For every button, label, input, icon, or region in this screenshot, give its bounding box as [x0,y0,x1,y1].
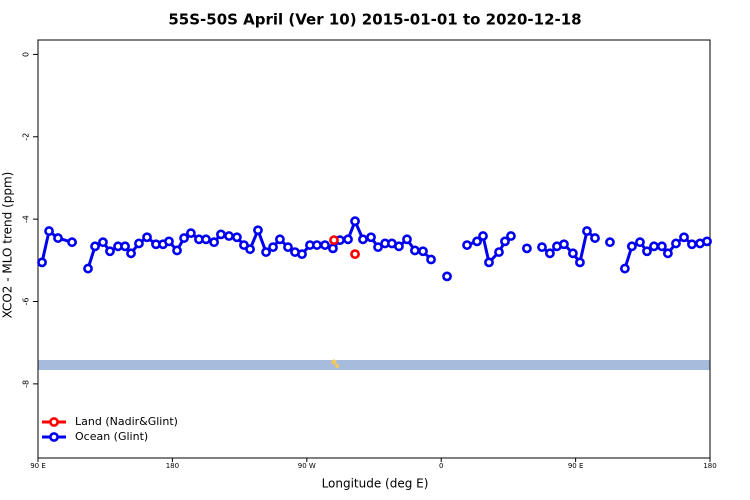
data-point [232,232,242,243]
data-point [67,237,77,248]
data-point [297,249,307,260]
data-point [575,257,585,268]
data-point [83,263,93,274]
data-point [216,229,226,240]
data-point [328,243,338,254]
sea-ice-band [38,360,710,370]
data-point [179,233,189,243]
data-point [394,241,404,252]
x-tick-label: 90 E [568,462,584,470]
y-tick-label: 0 [22,52,31,57]
data-point [105,246,115,257]
data-point [98,237,108,248]
data-point [442,271,452,282]
data-point [120,241,130,252]
data-point [494,247,504,257]
data-point [201,234,211,245]
data-point [582,226,592,236]
data-point [283,242,293,253]
x-tick-label: 180 [703,462,716,470]
data-point [671,238,681,249]
data-point [343,234,353,245]
data-point [506,231,516,241]
data-point [649,241,659,252]
data-point [619,263,630,274]
legend-marker [49,432,59,442]
data-point [312,240,322,250]
data-point [261,247,271,257]
data-point [320,240,330,250]
plot-area [37,216,712,282]
data-point [224,231,234,241]
data-point [559,239,569,250]
data-point [472,236,482,247]
data-point [44,226,54,236]
data-point [253,225,263,236]
data-point [679,232,689,243]
data-point [134,238,144,249]
data-point [90,241,100,252]
data-point [626,241,637,252]
data-point [687,239,697,250]
data-point [545,248,555,259]
y-axis-label: XCO2 - MLO trend (ppm) [1,172,15,319]
legend-label: Land (Nadir&Glint) [75,415,178,428]
chart-title: 55S-50S April (Ver 10) 2015-01-01 to 202… [168,11,581,29]
data-point [662,248,673,259]
y-tick-label: -2 [22,133,31,141]
data-point [186,228,196,239]
y-tick-label: -6 [22,298,31,306]
data-point [53,233,63,243]
data-point [275,234,285,245]
data-point [537,242,547,253]
data-point [358,234,368,245]
data-point [329,235,339,246]
y-tick-label: -4 [22,215,31,223]
data-point [164,236,174,247]
legend-marker [49,417,59,427]
data-point [172,245,182,256]
data-point [373,242,383,253]
data-point [350,216,360,227]
data-point [37,257,47,268]
plot-frame [37,39,711,459]
x-tick-label: 90 W [298,462,316,470]
x-tick-label: 0 [439,462,443,470]
ice-dot [331,359,337,365]
data-point [418,246,428,257]
data-point [500,236,510,247]
x-tick-label: 90 E [30,462,46,470]
data-point [478,231,488,241]
data-point [642,246,652,257]
data-point [209,237,219,248]
data-point [590,233,600,243]
data-point [702,236,712,247]
data-point [245,244,255,255]
y-tick-label: -8 [22,380,31,388]
x-axis-label: Longitude (deg E) [322,477,429,491]
data-point [522,243,532,254]
data-point [426,254,436,265]
data-point [350,249,360,260]
data-point [605,237,615,248]
data-point [657,241,667,252]
data-point [142,232,152,243]
ice-dot [335,364,339,368]
data-point [126,248,136,259]
data-point [402,234,412,245]
data-point [568,248,578,259]
data-point [366,232,376,243]
legend-label: Ocean (Glint) [75,430,148,443]
data-point [410,245,420,256]
x-tick-label: 180 [166,462,179,470]
data-point [268,242,278,253]
data-point [484,257,494,268]
data-point [462,240,472,250]
data-point [635,237,645,248]
